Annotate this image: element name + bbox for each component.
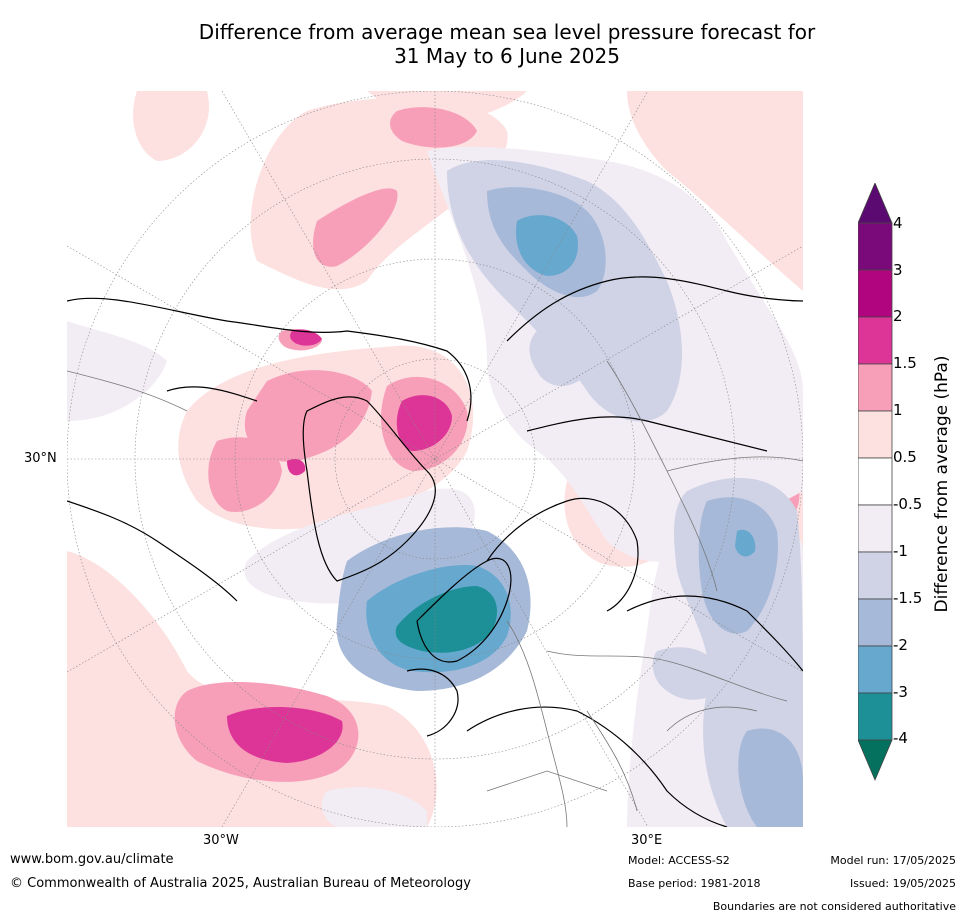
tick-label: -4 xyxy=(893,729,908,747)
label-30n: 30°N xyxy=(24,451,57,466)
tick-label: -1 xyxy=(893,542,908,560)
website-link[interactable]: www.bom.gov.au/climate xyxy=(10,852,174,867)
tick-label: -3 xyxy=(893,683,908,701)
issued-date: Issued: 19/05/2025 xyxy=(849,877,956,890)
colorbar-segment xyxy=(858,645,893,694)
title-line-1: Difference from average mean sea level p… xyxy=(198,20,816,44)
tick-label: 0.5 xyxy=(893,448,917,466)
tick-label: -1.5 xyxy=(893,589,923,607)
tick-label: -2 xyxy=(893,636,908,654)
tick-label: 1 xyxy=(893,401,903,419)
tick-label: 2 xyxy=(893,307,903,325)
colorbar-segments xyxy=(858,183,893,782)
label-30w: 30°W xyxy=(203,833,239,848)
boundaries-disclaimer: Boundaries are not considered authoritat… xyxy=(712,900,956,913)
label-30e: 30°E xyxy=(631,833,663,848)
tick-label: 4 xyxy=(893,214,903,232)
country-borders xyxy=(67,360,803,827)
model-run: Model run: 17/05/2025 xyxy=(830,854,956,867)
colorbar-segment xyxy=(858,692,893,741)
colorbar-title: Difference from average (hPa) xyxy=(932,355,952,613)
colorbar-extend-bottom xyxy=(858,739,893,782)
tick-label: 1.5 xyxy=(893,354,917,372)
anomaly-magenta xyxy=(227,329,452,763)
tick-label: 3 xyxy=(893,261,903,279)
colorbar-segment xyxy=(858,598,893,647)
colorbar-segment xyxy=(858,410,893,459)
graticule xyxy=(67,91,803,827)
base-period: Base period: 1981-2018 xyxy=(628,877,761,890)
coastlines xyxy=(67,276,803,827)
pressure-anomaly-map xyxy=(67,91,803,827)
copyright-notice: © Commonwealth of Australia 2025, Austra… xyxy=(10,876,471,891)
colorbar xyxy=(858,183,893,782)
chart-title: Difference from average mean sea level p… xyxy=(0,20,965,68)
colorbar-segment xyxy=(858,504,893,553)
colorbar-segment xyxy=(858,363,893,412)
colorbar-segment xyxy=(858,551,893,600)
tick-label: -0.5 xyxy=(893,495,923,513)
model-info: Model: ACCESS-S2 xyxy=(628,854,730,867)
colorbar-segment xyxy=(858,457,893,506)
colorbar-segment xyxy=(858,316,893,365)
colorbar-segment xyxy=(858,269,893,318)
colorbar-segment xyxy=(858,222,893,271)
title-line-2: 31 May to 6 June 2025 xyxy=(394,44,620,68)
colorbar-extend-top xyxy=(858,183,893,224)
